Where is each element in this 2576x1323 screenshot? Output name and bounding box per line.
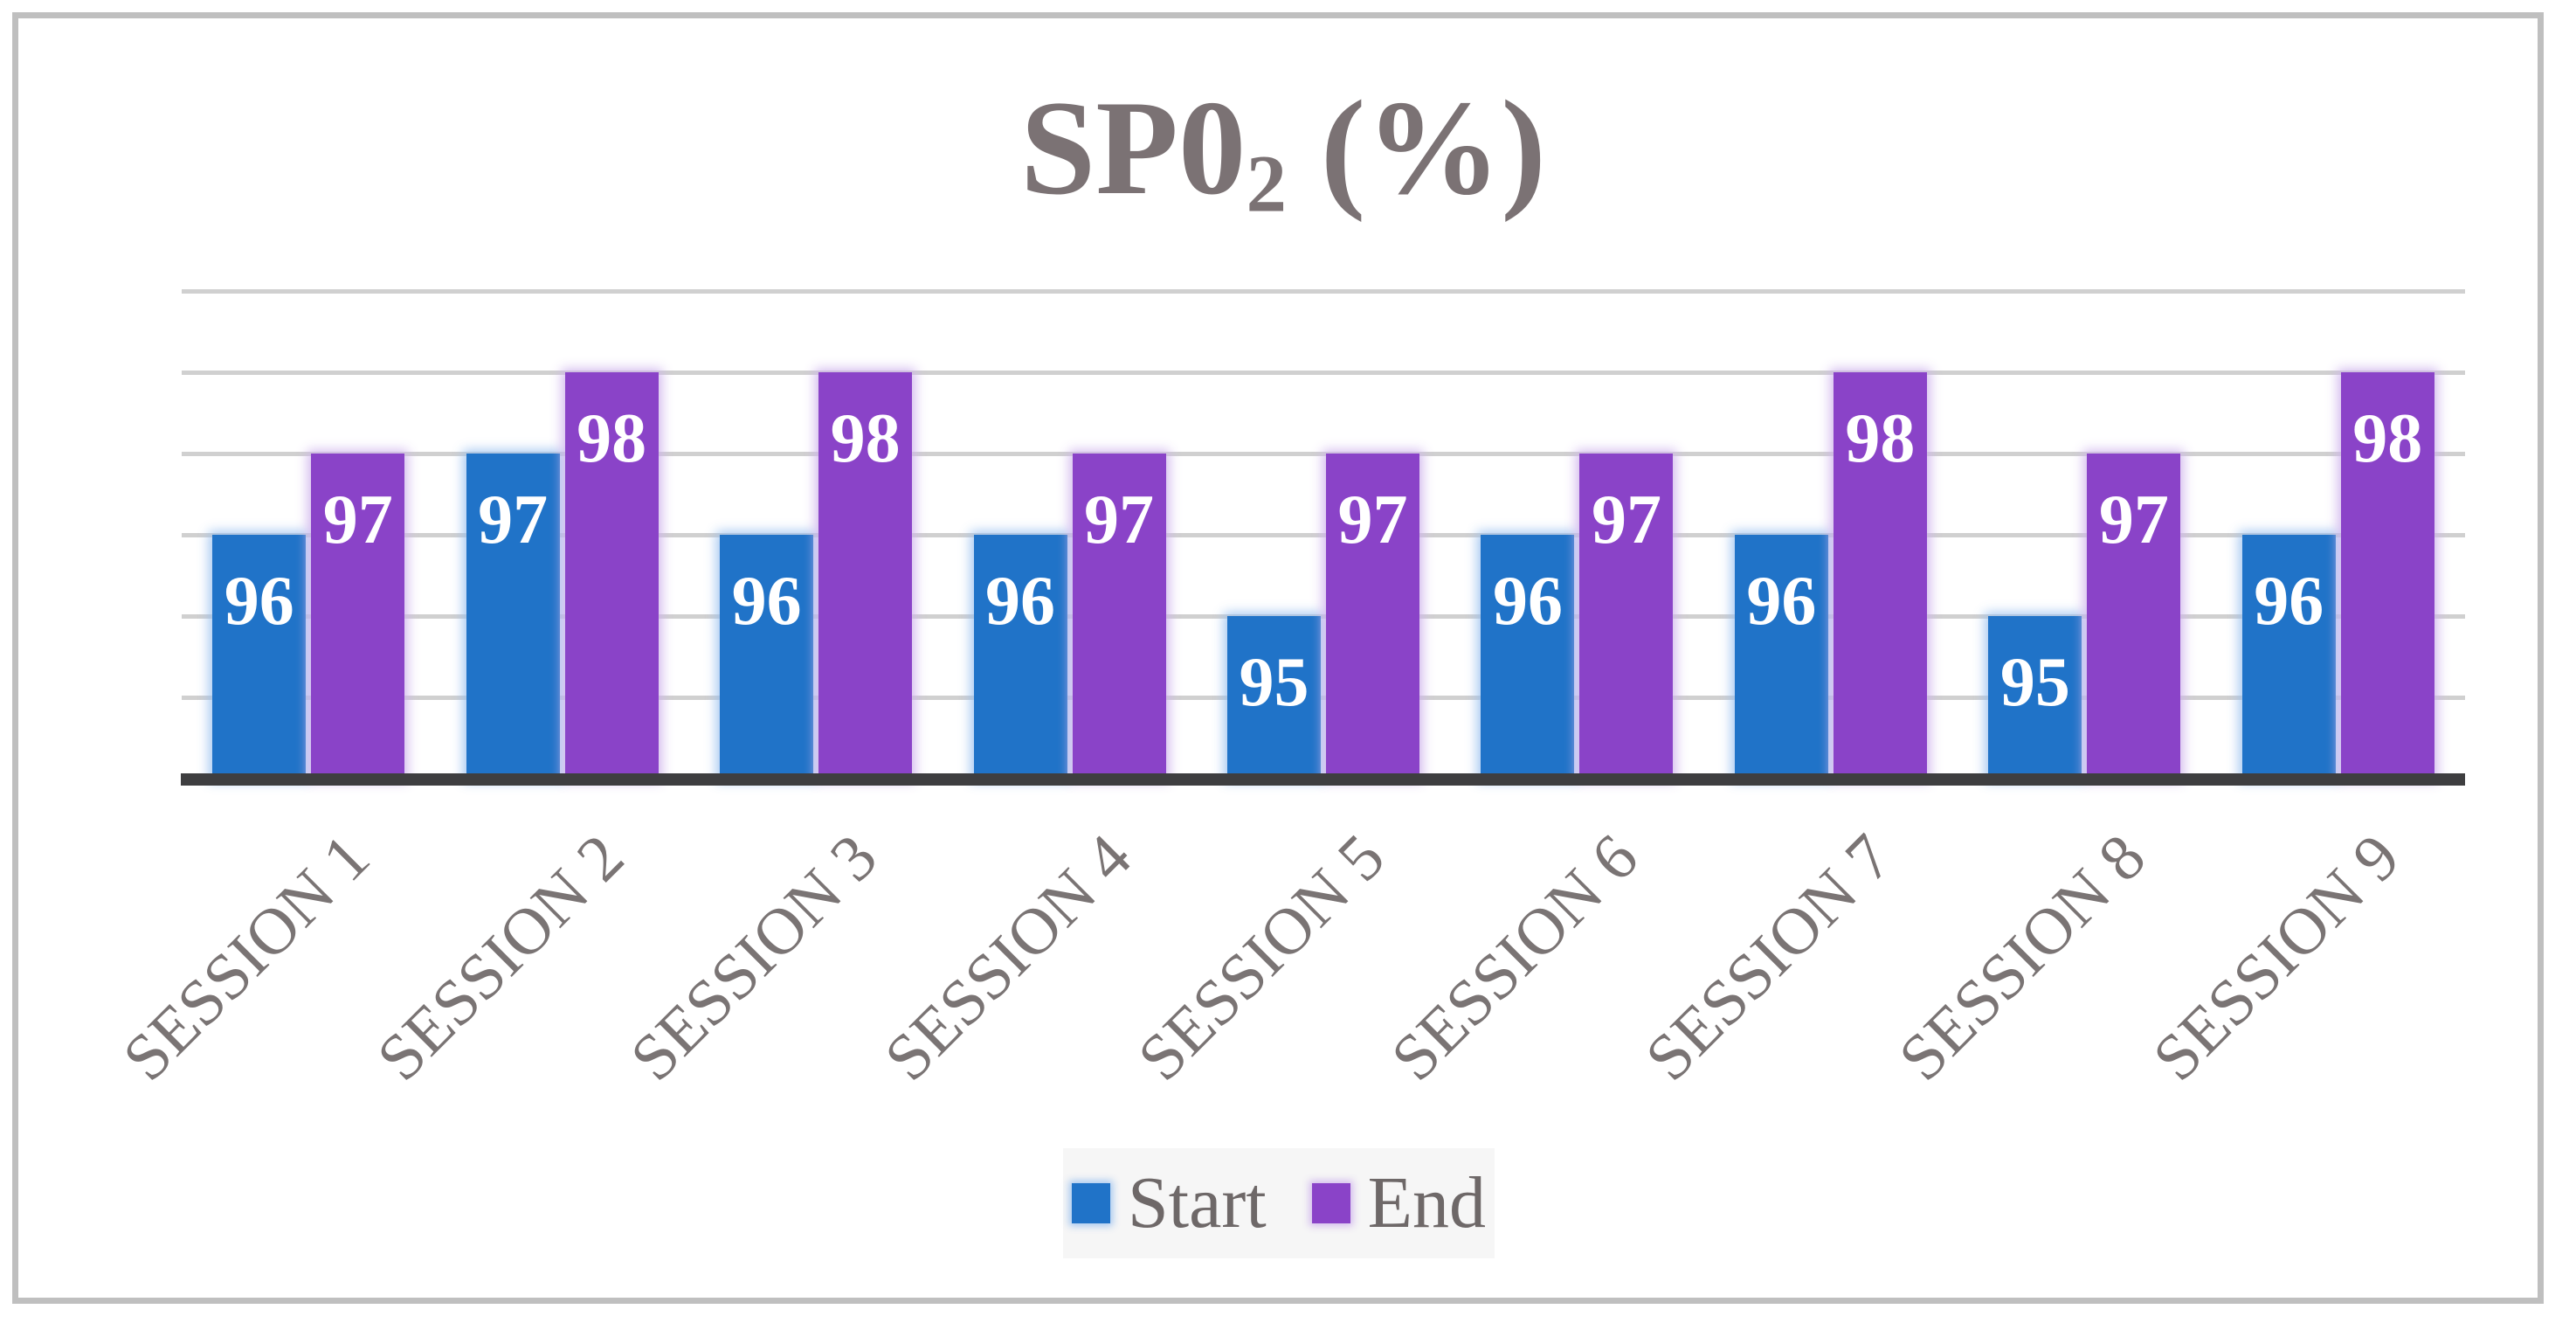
data-label-start-session-6: 96: [1492, 563, 1563, 640]
bar-end-session-1: 97: [311, 454, 405, 779]
data-label-start-session-9: 96: [2254, 563, 2324, 640]
x-axis-line: [181, 773, 2465, 786]
gridline-99: [182, 289, 2465, 294]
data-label-end-session-3: 98: [830, 400, 901, 477]
chart-title: SP02 (%): [1020, 73, 1546, 225]
data-label-start-session-8: 95: [1999, 644, 2070, 721]
bar-start-session-4: 96: [973, 535, 1067, 779]
gridline-94: [182, 696, 2465, 700]
bar-end-session-2: 98: [564, 372, 659, 779]
data-label-end-session-6: 97: [1591, 481, 1661, 558]
data-label-start-session-1: 96: [224, 563, 294, 640]
chart-title-subscript: 2: [1246, 139, 1287, 230]
data-label-end-session-4: 97: [1084, 481, 1155, 558]
legend-item-start: Start: [1072, 1167, 1267, 1240]
data-label-end-session-9: 98: [2352, 400, 2423, 477]
data-label-start-session-2: 97: [478, 481, 549, 558]
data-label-end-session-8: 97: [2098, 481, 2169, 558]
chart-title-prefix: SP0: [1020, 73, 1247, 223]
bar-start-session-9: 96: [2241, 535, 2336, 779]
bar-end-session-4: 97: [1072, 454, 1166, 779]
bar-start-session-3: 96: [720, 535, 814, 779]
data-label-start-session-7: 96: [1746, 563, 1817, 640]
gridline-97: [182, 452, 2465, 456]
data-label-end-session-5: 97: [1337, 481, 1408, 558]
bar-start-session-6: 96: [1481, 535, 1575, 779]
bar-end-session-7: 98: [1833, 372, 1927, 779]
gridline-96: [182, 533, 2465, 537]
bar-start-session-1: 96: [212, 535, 307, 779]
gridline-98: [182, 371, 2465, 375]
data-label-end-session-2: 98: [577, 400, 647, 477]
bar-end-session-8: 97: [2087, 454, 2181, 779]
legend-label-start: Start: [1128, 1162, 1267, 1243]
legend: Start End: [1063, 1148, 1495, 1258]
bar-start-session-5: 95: [1227, 616, 1321, 779]
bar-start-session-7: 96: [1734, 535, 1828, 779]
data-label-start-session-4: 96: [985, 563, 1056, 640]
gridline-95: [182, 614, 2465, 619]
data-label-end-session-7: 98: [1845, 400, 1916, 477]
legend-swatch-end: [1311, 1183, 1350, 1223]
bar-end-session-6: 97: [1579, 454, 1674, 779]
bar-end-session-5: 97: [1326, 454, 1419, 779]
legend-item-end: End: [1311, 1162, 1486, 1243]
bar-end-session-3: 98: [818, 372, 913, 779]
bar-start-session-8: 95: [1988, 616, 2082, 779]
data-label-end-session-1: 97: [322, 481, 393, 558]
legend-swatch-start: [1072, 1183, 1111, 1223]
chart-title-suffix: (%): [1286, 73, 1546, 223]
bar-end-session-9: 98: [2340, 372, 2434, 779]
legend-label-end: End: [1367, 1162, 1486, 1243]
bar-start-session-2: 97: [466, 454, 560, 779]
data-label-start-session-5: 95: [1239, 644, 1309, 721]
data-label-start-session-3: 96: [731, 563, 802, 640]
